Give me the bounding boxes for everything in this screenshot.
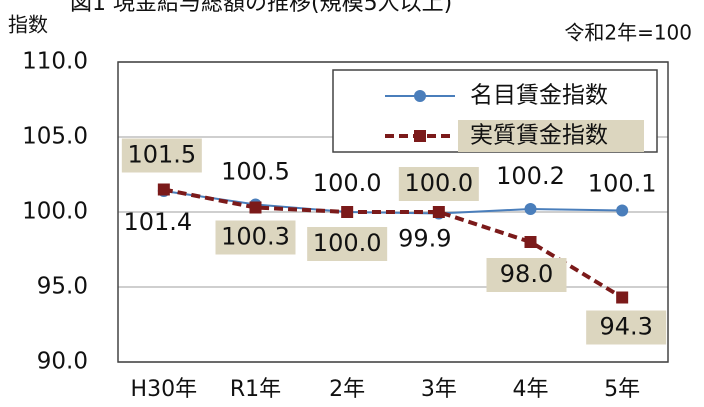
- label-box: [486, 258, 567, 292]
- legend-label: 実質賃金指数: [470, 123, 608, 149]
- marker: [249, 201, 262, 214]
- plot-border: [117, 61, 669, 363]
- label-box: [586, 310, 667, 345]
- y-tick-label: 110.0: [22, 49, 88, 75]
- label-box: [121, 138, 202, 173]
- note: 令和2年=100: [564, 21, 692, 45]
- y-tick-label: 105.0: [22, 124, 88, 150]
- data-label: 100.5: [221, 158, 290, 186]
- data-label: 94.3: [599, 313, 652, 341]
- label-box: [307, 227, 388, 261]
- data-label: 100.1: [588, 170, 657, 198]
- x-tick-label: 4年: [513, 377, 549, 402]
- x-tick-label: 5年: [604, 377, 640, 402]
- marker: [157, 183, 170, 196]
- legend-marker: [414, 90, 426, 102]
- data-label: 100.0: [404, 169, 473, 197]
- y-tick-label: 100.0: [22, 199, 88, 225]
- label-box: [398, 167, 479, 201]
- data-label: 101.4: [123, 208, 192, 236]
- marker: [432, 206, 445, 218]
- marker: [341, 206, 354, 218]
- data-label: 100.3: [221, 223, 290, 251]
- data-label: 101.5: [127, 141, 196, 169]
- chart-title: 図1 現金給与総額の推移(規模5人以上): [70, 0, 452, 16]
- legend-marker: [414, 130, 426, 142]
- data-label: 99.9: [398, 225, 451, 253]
- legend-label: 名目賃金指数: [470, 83, 608, 109]
- x-tick-label: R1年: [230, 377, 281, 402]
- marker: [524, 236, 537, 248]
- data-label: 100.2: [496, 162, 565, 190]
- data-label: 100.0: [313, 229, 382, 257]
- x-tick-label: 3年: [421, 377, 457, 402]
- data-label: 98.0: [500, 260, 553, 288]
- x-tick-label: 2年: [329, 377, 365, 402]
- data-label: 100.0: [313, 169, 382, 197]
- marker: [616, 204, 629, 217]
- y-tick-label: 95.0: [37, 274, 88, 300]
- y-axis-label: 指数: [8, 13, 48, 37]
- marker: [524, 203, 537, 215]
- marker: [616, 291, 629, 304]
- label-box: [215, 220, 296, 255]
- legend-box-bg: [458, 120, 644, 152]
- y-tick-label: 90.0: [37, 349, 88, 375]
- series-line: [163, 187, 624, 300]
- x-tick-label: H30年: [131, 377, 198, 402]
